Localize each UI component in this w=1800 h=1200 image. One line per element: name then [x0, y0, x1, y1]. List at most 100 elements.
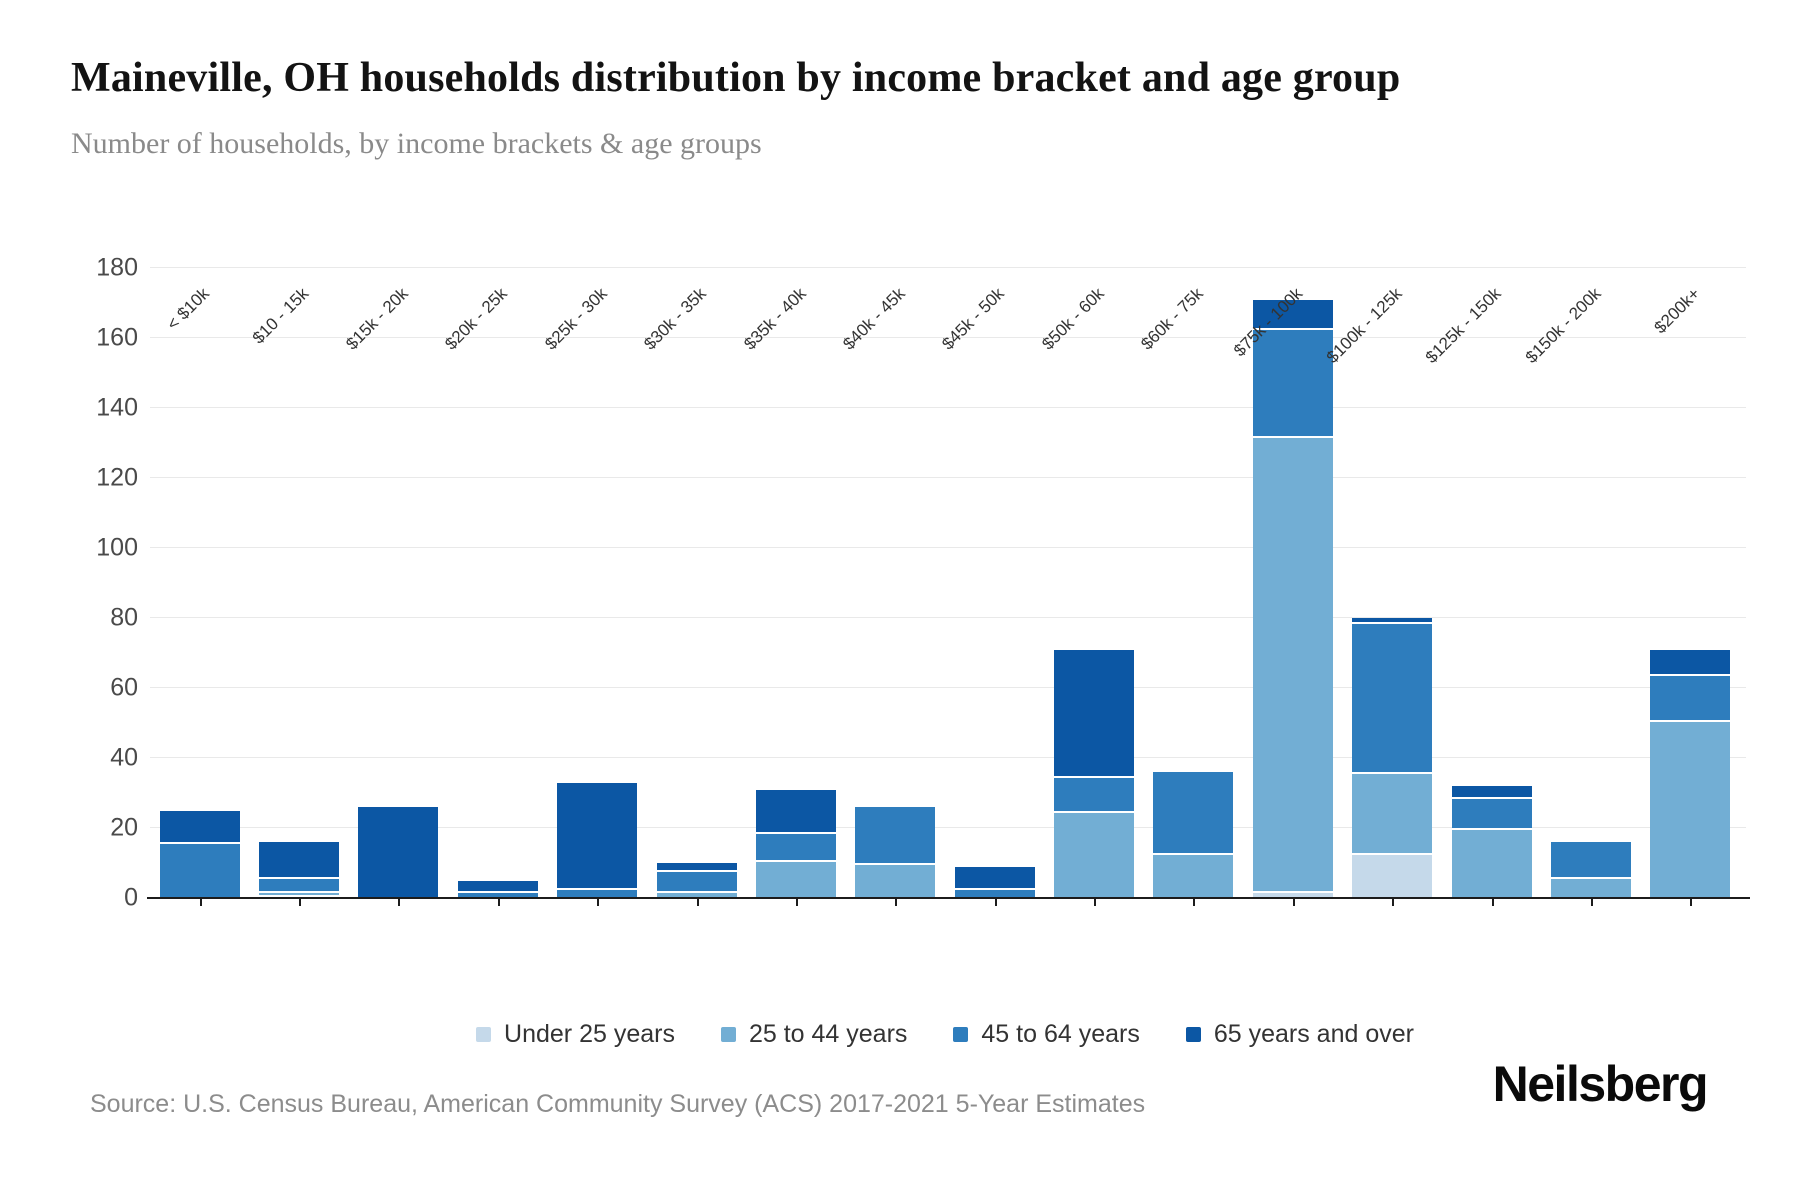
- bar-segment[interactable]: [1550, 842, 1631, 877]
- bar-segment[interactable]: [259, 842, 340, 877]
- bar-segment[interactable]: [1153, 772, 1234, 853]
- category-slot: $45k - 50k: [939, 268, 1044, 906]
- bar-segment[interactable]: [159, 842, 240, 898]
- stacked-bar-$150k - 200k[interactable]: [1550, 842, 1631, 898]
- bar-segment[interactable]: [1352, 852, 1433, 898]
- y-axis-tick-label: 0: [124, 883, 138, 912]
- stacked-bar-$40k - 45k[interactable]: [855, 807, 936, 898]
- bar-segment[interactable]: [557, 782, 638, 888]
- gridline: [150, 827, 1746, 828]
- bar-segment[interactable]: [1252, 327, 1333, 436]
- bar-segment[interactable]: [358, 807, 439, 898]
- category-slot: $20k - 25k: [442, 268, 547, 906]
- bar-segment[interactable]: [1252, 891, 1333, 898]
- x-axis-tick: [895, 899, 898, 906]
- stacked-bar-$15k - 20k[interactable]: [358, 807, 439, 898]
- bar-segment[interactable]: [1054, 649, 1135, 776]
- x-axis-tick-label: $50k - 60k: [1037, 284, 1108, 354]
- stacked-bar-$100k - 125k[interactable]: [1352, 618, 1433, 898]
- gridline: [150, 267, 1746, 268]
- category-slot: $25k - 30k: [541, 268, 647, 906]
- bar-segment[interactable]: [1550, 877, 1631, 898]
- bar-segment[interactable]: [1054, 775, 1135, 811]
- x-axis-tick: [1491, 899, 1494, 906]
- y-axis-tick-label: 20: [110, 813, 138, 842]
- bar-segment[interactable]: [656, 863, 737, 870]
- stacked-bar-$20k - 25k[interactable]: [457, 880, 538, 898]
- stacked-bar-$125k - 150k[interactable]: [1451, 786, 1532, 898]
- y-axis-tick-label: 120: [96, 463, 138, 492]
- bar-segment[interactable]: [855, 807, 936, 863]
- bar-segment[interactable]: [259, 894, 340, 898]
- stacked-bar-$45k - 50k[interactable]: [954, 866, 1035, 898]
- stacked-bar-$75k - 100k[interactable]: [1252, 299, 1333, 898]
- bar-segment[interactable]: [755, 831, 836, 860]
- x-axis-tick: [1094, 899, 1097, 906]
- bar-segment[interactable]: [1352, 621, 1433, 772]
- legend-item[interactable]: Under 25 years: [476, 1020, 675, 1049]
- category-slot: $125k - 150k: [1422, 268, 1541, 906]
- stacked-bar-$200k+[interactable]: [1650, 649, 1731, 898]
- source-note: Source: U.S. Census Bureau, American Com…: [90, 1090, 1146, 1118]
- bar-segment[interactable]: [159, 810, 240, 842]
- category-slot: $10 - 15k: [248, 268, 348, 906]
- category-slot: $200k+: [1641, 268, 1740, 906]
- stacked-bar-$30k - 35k[interactable]: [656, 863, 737, 898]
- bar-segment[interactable]: [1451, 786, 1532, 797]
- bar-segment[interactable]: [1054, 810, 1135, 898]
- bar-segment[interactable]: [1352, 772, 1433, 853]
- category-slot: $30k - 35k: [640, 268, 746, 906]
- x-axis-tick-label: $25k - 30k: [541, 284, 611, 354]
- bar-segment[interactable]: [954, 887, 1035, 898]
- chart-subtitle: Number of households, by income brackets…: [71, 127, 762, 161]
- legend-label: 45 to 64 years: [981, 1020, 1140, 1048]
- bar-segment[interactable]: [557, 887, 638, 898]
- x-axis-tick-label: $20k - 25k: [441, 284, 512, 354]
- bar-segment[interactable]: [855, 863, 936, 898]
- bar-segment[interactable]: [259, 877, 340, 891]
- legend-swatch-icon: [720, 1027, 736, 1042]
- plot-area: < $10k $10 - 15k $15k - 20k $20k - 25k $25k …: [147, 267, 1750, 906]
- bar-segment[interactable]: [1451, 796, 1532, 828]
- stacked-bar-< $10k[interactable]: [159, 810, 240, 898]
- bar-segment[interactable]: [1650, 649, 1731, 674]
- stacked-bar-$25k - 30k[interactable]: [557, 782, 638, 898]
- legend-item[interactable]: 65 years and over: [1185, 1020, 1414, 1049]
- x-axis-tick-label: $200k+: [1650, 284, 1704, 338]
- category-slot: $15k - 20k: [342, 268, 448, 906]
- bar-segment[interactable]: [1153, 852, 1234, 898]
- gridline: [150, 757, 1746, 758]
- x-axis-tick: [299, 899, 302, 906]
- y-axis-tick-label: 100: [96, 533, 138, 562]
- bar-segment[interactable]: [656, 891, 737, 898]
- bar-segment[interactable]: [1650, 719, 1731, 898]
- y-axis: 0 20 40 60 80 100 120 140 160 180: [0, 255, 138, 910]
- x-axis-tick-label: < $10k: [163, 284, 214, 334]
- x-axis-tick-label: $10 - 15k: [248, 284, 313, 348]
- category-slot: $60k - 75k: [1137, 268, 1243, 906]
- bar-segment[interactable]: [1650, 674, 1731, 720]
- bar-segment[interactable]: [1252, 436, 1333, 891]
- legend-item[interactable]: 45 to 64 years: [953, 1020, 1140, 1049]
- bar-segment[interactable]: [1451, 828, 1532, 898]
- gridline: [150, 477, 1746, 478]
- bar-segment[interactable]: [755, 789, 836, 832]
- x-axis-tick: [696, 899, 699, 906]
- bar-segment[interactable]: [259, 891, 340, 895]
- stacked-bar-$50k - 60k[interactable]: [1054, 649, 1135, 898]
- x-axis-tick-label: $40k - 45k: [839, 284, 909, 354]
- stacked-bar-$60k - 75k[interactable]: [1153, 772, 1234, 898]
- bar-segment[interactable]: [954, 866, 1035, 888]
- stacked-bar-$10 - 15k[interactable]: [259, 842, 340, 898]
- stacked-bar-$35k - 40k[interactable]: [755, 789, 836, 898]
- bar-segment[interactable]: [755, 859, 836, 898]
- bar-segment[interactable]: [1352, 618, 1433, 622]
- legend-item[interactable]: 25 to 44 years: [720, 1020, 907, 1049]
- bar-segment[interactable]: [1252, 299, 1333, 328]
- bar-segment[interactable]: [457, 891, 538, 898]
- y-axis-tick-label: 140: [96, 393, 138, 422]
- bar-segment[interactable]: [656, 870, 737, 891]
- x-axis-tick: [1392, 899, 1395, 906]
- bar-segment[interactable]: [457, 880, 538, 891]
- x-axis-tick-label: $45k - 50k: [938, 284, 1009, 354]
